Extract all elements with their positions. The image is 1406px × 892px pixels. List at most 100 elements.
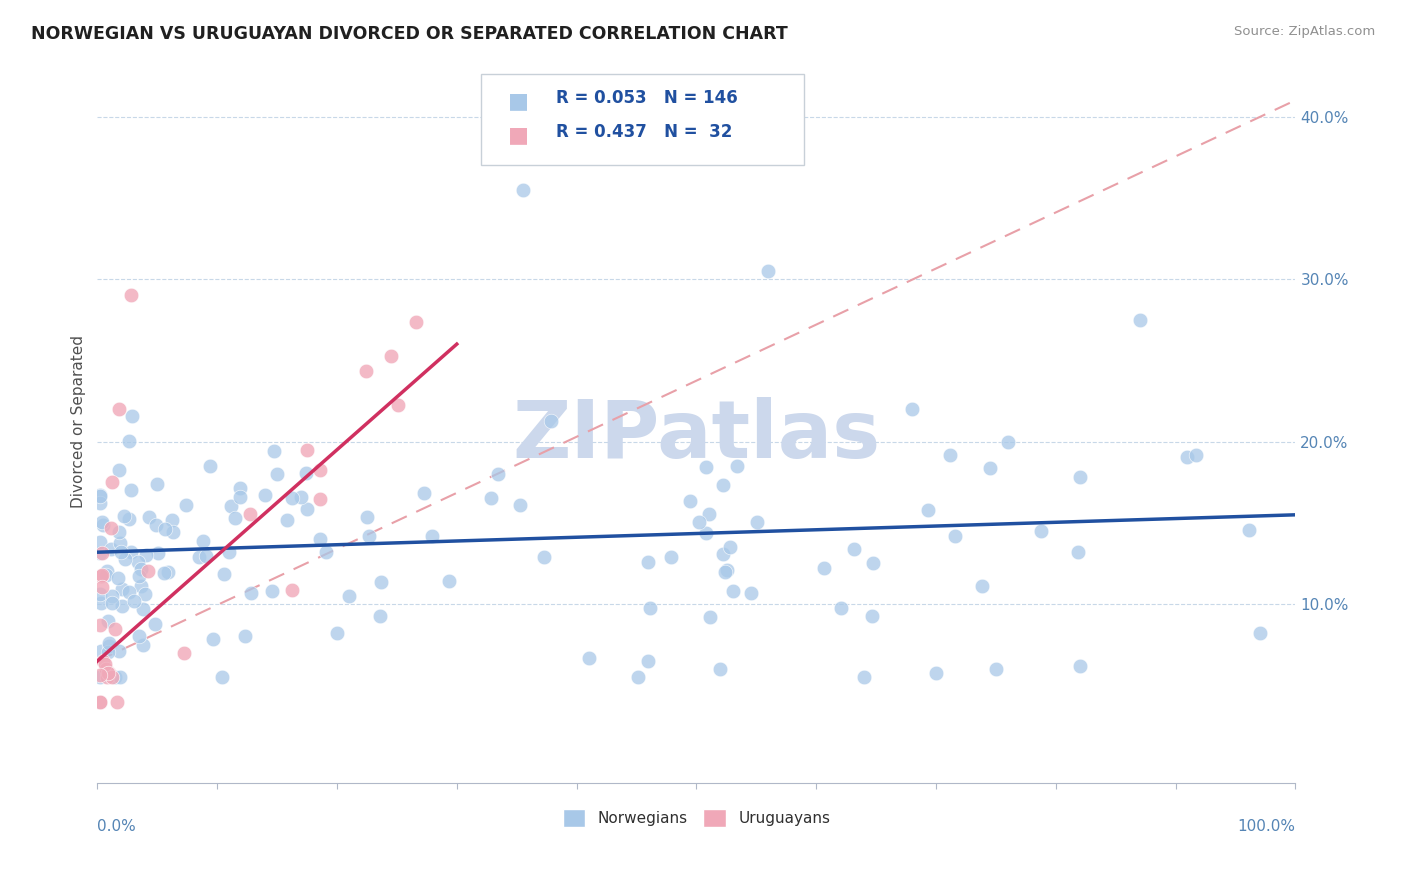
Point (104, 670, 127, 684)
Point (709, 662, 731, 676)
Point (862, 556, 884, 570)
Point (89, 489, 111, 503)
Point (176, 498, 198, 512)
Point (233, 629, 256, 643)
Point (152, 566, 174, 581)
Point (229, 481, 252, 495)
Point (128, 568, 150, 582)
Point (118, 585, 141, 599)
Point (108, 525, 131, 540)
Point (132, 638, 155, 652)
Point (148, 546, 170, 560)
Point (114, 552, 136, 566)
Point (98, 665, 121, 680)
Legend: Norwegians, Uruguayans: Norwegians, Uruguayans (557, 803, 837, 833)
Point (100, 521, 122, 535)
Point (718, 541, 741, 555)
Text: NORWEGIAN VS URUGUAYAN DIVORCED OR SEPARATED CORRELATION CHART: NORWEGIAN VS URUGUAYAN DIVORCED OR SEPAR… (31, 25, 787, 43)
Point (90, 546, 112, 560)
Point (90, 644, 112, 658)
Point (1069, 470, 1091, 484)
Point (110, 545, 132, 559)
Point (387, 398, 409, 412)
Point (107, 571, 129, 585)
Point (315, 545, 337, 559)
Text: R = 0.437   N =  32: R = 0.437 N = 32 (557, 122, 733, 141)
Point (198, 459, 221, 474)
Point (138, 510, 160, 524)
Point (943, 528, 966, 542)
Point (997, 434, 1019, 449)
Point (368, 609, 391, 624)
Point (266, 467, 288, 482)
Point (509, 498, 531, 512)
Point (96, 564, 118, 578)
Point (308, 491, 330, 506)
Point (97, 639, 120, 653)
Point (337, 589, 360, 603)
Point (925, 665, 948, 680)
Point (844, 541, 866, 556)
Point (89, 587, 111, 601)
Point (89, 695, 111, 709)
Point (120, 545, 142, 559)
Point (309, 463, 332, 477)
Point (533, 550, 555, 565)
Point (326, 626, 349, 640)
Point (132, 602, 155, 616)
Point (901, 402, 924, 417)
Point (1069, 659, 1091, 673)
Point (714, 566, 737, 580)
Point (380, 349, 402, 363)
Point (218, 545, 240, 559)
Point (91, 518, 114, 533)
Point (194, 549, 217, 563)
Point (104, 622, 127, 636)
Point (240, 586, 263, 600)
Point (96, 567, 118, 582)
Point (370, 574, 392, 589)
Point (695, 459, 717, 474)
Text: ZIPatlas: ZIPatlas (512, 397, 880, 475)
Point (939, 448, 962, 462)
Point (120, 288, 142, 302)
Point (697, 507, 720, 521)
Point (107, 463, 129, 477)
Point (413, 486, 436, 500)
Point (262, 584, 284, 599)
Point (121, 409, 143, 424)
Point (695, 525, 717, 540)
Point (970, 579, 993, 593)
Point (129, 561, 152, 575)
Point (118, 434, 141, 449)
Point (276, 513, 298, 527)
Point (699, 609, 721, 624)
Point (659, 549, 682, 564)
Point (89, 618, 111, 632)
Point (637, 654, 659, 668)
Point (747, 515, 769, 529)
Point (136, 564, 159, 578)
Point (145, 518, 167, 533)
Point (721, 583, 744, 598)
Point (93, 654, 115, 668)
Point (540, 413, 562, 427)
Point (512, 183, 534, 197)
Point (105, 695, 128, 709)
Point (155, 522, 177, 536)
Point (90, 515, 112, 529)
Point (1239, 524, 1261, 538)
Point (488, 467, 510, 482)
Point (97, 665, 120, 680)
Point (917, 503, 939, 517)
Point (108, 536, 131, 550)
Point (134, 587, 156, 601)
Point (711, 478, 734, 492)
Point (100, 542, 122, 557)
Point (295, 442, 318, 457)
Point (224, 511, 246, 525)
Point (860, 609, 883, 624)
Point (280, 491, 302, 505)
Point (979, 461, 1001, 475)
Point (146, 476, 169, 491)
